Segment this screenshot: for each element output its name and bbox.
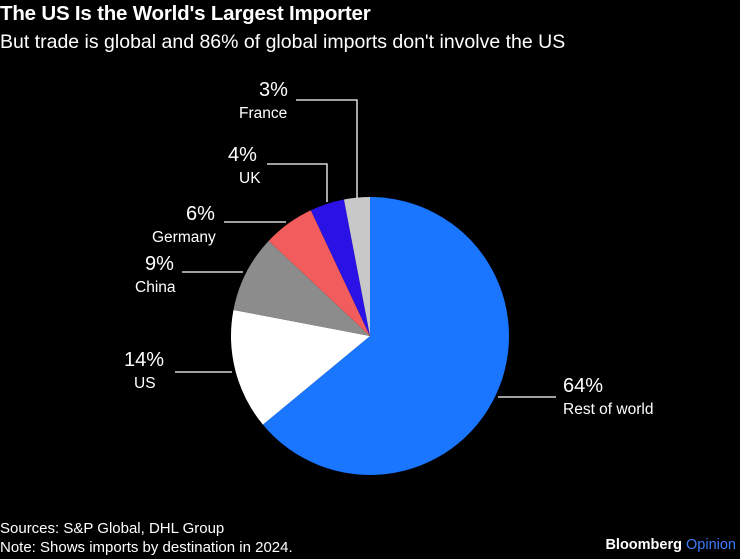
- leader-line-france: [296, 99, 358, 198]
- slice-labels: 64% Rest of world 14% US 9% China 6% Germany 4% U…: [124, 79, 653, 418]
- sources-note: Sources: S&P Global, DHL Group: [0, 520, 225, 537]
- category-label-uk: UK: [239, 170, 261, 187]
- footnote: Note: Shows imports by destination in 20…: [0, 539, 293, 556]
- pie-slice-us: [230, 309, 370, 425]
- leader-line-uk: [267, 163, 328, 202]
- pie-slice-rest-of-world: [262, 197, 510, 475]
- pie-slice-uk: [310, 199, 370, 336]
- chart-title: The US Is the World's Largest Importer: [0, 2, 371, 25]
- chart-subtitle: But trade is global and 86% of global im…: [0, 31, 566, 53]
- category-label-germany: Germany: [152, 229, 216, 246]
- pie-slices: [230, 197, 510, 475]
- category-label-france: France: [239, 105, 287, 122]
- pct-label-france: 3%: [259, 79, 288, 101]
- category-label-china: China: [135, 279, 176, 296]
- pie-slice-germany: [268, 210, 370, 336]
- bloomberg-opinion-logo: Bloomberg Opinion: [605, 537, 736, 553]
- pct-label-us: 14%: [124, 349, 164, 371]
- pct-label-china: 9%: [145, 253, 174, 275]
- pie-slice-china: [233, 240, 370, 336]
- brand-suffix: Opinion: [686, 537, 736, 553]
- brand-name: Bloomberg: [605, 537, 682, 553]
- pct-label-rest-of-world: 64%: [563, 375, 603, 397]
- pct-label-uk: 4%: [228, 144, 257, 166]
- category-label-us: US: [134, 375, 156, 392]
- pct-label-germany: 6%: [186, 203, 215, 225]
- category-label-rest-of-world: Rest of world: [563, 401, 653, 418]
- pie-slice-france: [343, 197, 370, 336]
